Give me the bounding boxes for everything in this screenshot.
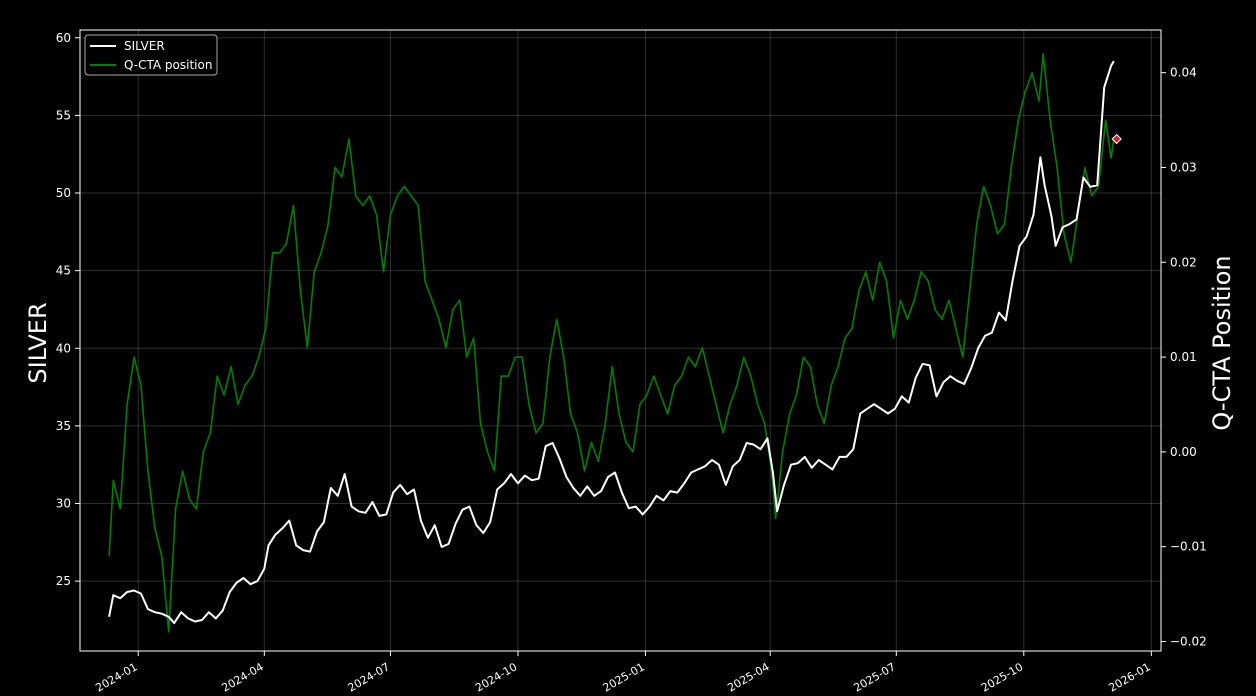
- y-axis-right: −0.02 −0.01 0.00 0.01 0.02 0.03 0.04: [1161, 66, 1207, 649]
- legend-box: [84, 34, 218, 76]
- y-right-tick-label: −0.01: [1170, 540, 1207, 554]
- y-left-tick-label: 40: [56, 341, 71, 355]
- y-right-tick-label: 0.01: [1170, 350, 1197, 364]
- y-right-tick-label: 0.04: [1170, 66, 1197, 80]
- y-right-tick-label: 0.03: [1170, 160, 1197, 174]
- y-left-tick-label: 25: [56, 574, 71, 588]
- y-right-tick-label: 0.00: [1170, 445, 1197, 459]
- y-axis-left: 25 30 35 40 45 50 55 60: [56, 31, 80, 588]
- y-right-tick-label: −0.02: [1170, 635, 1207, 649]
- grid: [80, 30, 1161, 651]
- marker-diamond: [1111, 133, 1122, 145]
- y-left-tick-label: 50: [56, 186, 71, 200]
- y-axis-right-label: Q-CTA Position: [1208, 255, 1236, 430]
- y-right-tick-label: 0.02: [1170, 255, 1197, 269]
- legend-label-qcta: Q-CTA position: [124, 58, 212, 72]
- y-left-tick-label: 35: [56, 419, 71, 433]
- plot-frame: [79, 29, 1162, 652]
- y-left-tick-label: 55: [56, 108, 71, 122]
- series-line-qcta-position: [108, 52, 1115, 633]
- y-left-tick-label: 30: [56, 497, 71, 511]
- legend-label-silver: SILVER: [124, 39, 165, 53]
- y-axis-left-label: SILVER: [24, 302, 52, 383]
- y-left-tick-label: 60: [56, 31, 71, 45]
- legend: SILVER Q-CTA position: [84, 34, 218, 76]
- series-line-silver: [108, 60, 1115, 625]
- y-left-tick-label: 45: [56, 264, 71, 278]
- annotation-layer: [1111, 133, 1122, 145]
- series-layer: [108, 52, 1115, 633]
